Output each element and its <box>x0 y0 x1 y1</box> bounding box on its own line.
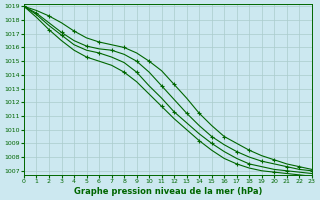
X-axis label: Graphe pression niveau de la mer (hPa): Graphe pression niveau de la mer (hPa) <box>74 187 262 196</box>
